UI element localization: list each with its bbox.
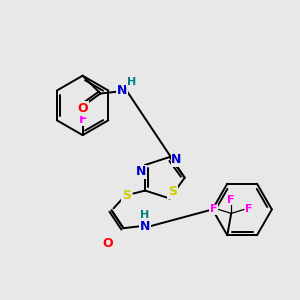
Text: H: H [127,76,136,87]
Text: F: F [245,204,253,214]
Text: S: S [168,185,177,198]
Text: N: N [136,165,146,178]
Text: O: O [102,237,113,250]
Text: N: N [117,84,128,97]
Text: O: O [77,102,88,115]
Text: F: F [78,113,87,126]
Text: H: H [140,210,149,220]
Text: N: N [171,154,182,166]
Text: S: S [122,189,131,202]
Text: N: N [140,220,150,233]
Text: F: F [227,194,235,205]
Text: F: F [210,204,217,214]
